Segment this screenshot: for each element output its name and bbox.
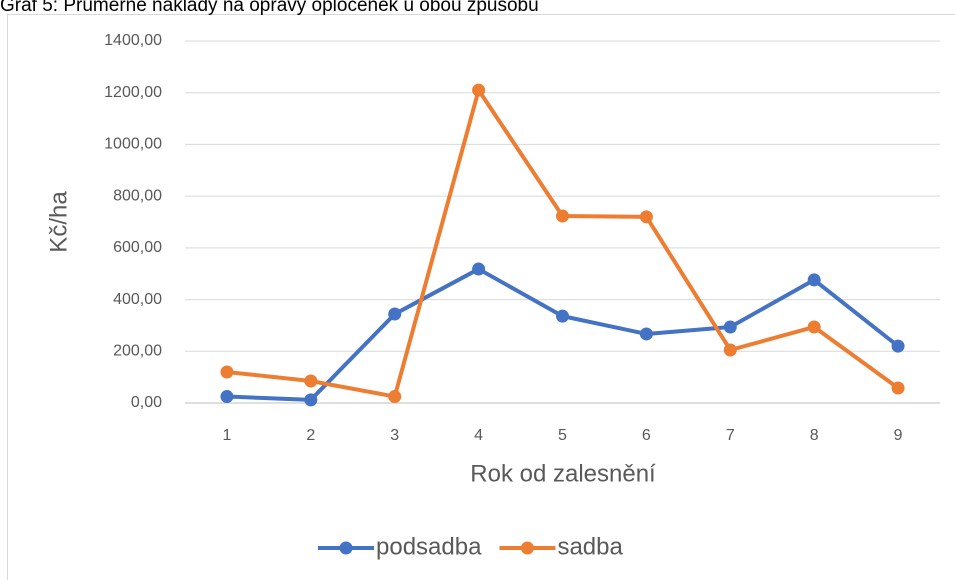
- y-tick-label: 200,00: [113, 343, 162, 360]
- y-tick-label: 1400,00: [104, 32, 162, 49]
- x-tick-label: 7: [726, 427, 735, 444]
- data-point: [472, 83, 486, 97]
- y-tick-label: 600,00: [113, 239, 162, 256]
- data-point: [220, 365, 234, 379]
- data-point: [723, 343, 737, 357]
- chart-frame: [7, 14, 955, 580]
- data-point: [220, 390, 234, 404]
- data-point: [388, 390, 402, 404]
- data-point: [556, 209, 569, 223]
- data-point: [723, 320, 737, 334]
- x-axis-label: Rok od zalesnění: [470, 460, 656, 487]
- data-point: [807, 320, 821, 334]
- data-point: [891, 381, 905, 395]
- x-tick-label: 4: [474, 427, 483, 444]
- legend-marker: [520, 541, 534, 555]
- data-point: [304, 393, 318, 407]
- data-point: [891, 339, 905, 353]
- x-tick-label: 3: [390, 427, 399, 444]
- data-point: [639, 210, 653, 224]
- x-tick-label: 6: [642, 427, 651, 444]
- x-tick-label: 8: [810, 427, 819, 444]
- x-tick-label: 1: [222, 427, 231, 444]
- y-tick-label: 400,00: [113, 291, 162, 308]
- x-tick-label: 2: [306, 427, 315, 444]
- data-point: [556, 309, 569, 323]
- y-tick-label: 800,00: [113, 187, 162, 204]
- chart-title: Graf 5: Průměrné náklady na opravy oploc…: [0, 0, 539, 16]
- data-point: [388, 307, 402, 321]
- data-point: [304, 374, 318, 388]
- legend-label: sadba: [557, 533, 623, 560]
- data-point: [639, 327, 653, 341]
- y-axis-label: Kč/ha: [45, 191, 72, 253]
- data-point: [472, 262, 486, 276]
- y-tick-label: 0,00: [131, 394, 162, 411]
- y-tick-label: 1000,00: [104, 136, 162, 153]
- y-tick-label: 1200,00: [104, 84, 162, 101]
- x-tick-label: 9: [894, 427, 903, 444]
- legend-marker: [339, 541, 353, 555]
- x-tick-label: 5: [558, 427, 567, 444]
- legend-label: podsadba: [376, 533, 482, 560]
- data-point: [807, 273, 821, 287]
